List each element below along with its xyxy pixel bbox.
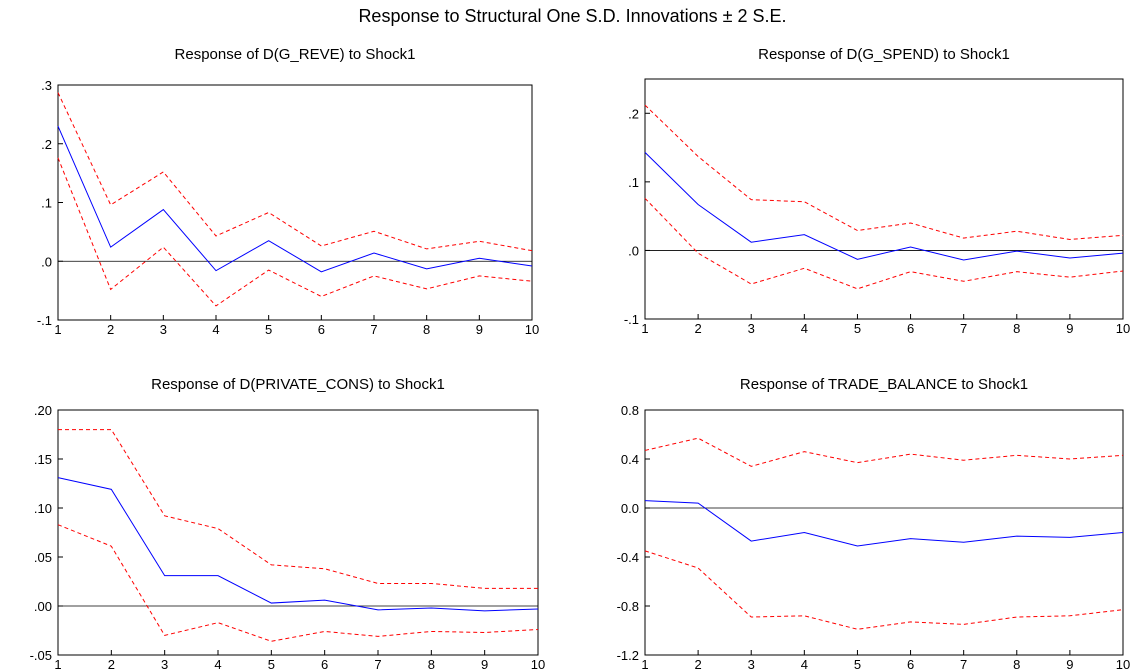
x-tick-label: 8	[1013, 321, 1020, 336]
response-line	[644, 152, 1124, 261]
x-tick-label: 6	[907, 657, 914, 672]
chart-panel-g-reve: -.1 .0 .1 .2 .3 1 2 3 4 5 6 7 8 9 10	[37, 78, 539, 337]
x-tick-label: 4	[214, 657, 221, 672]
lower-band-line	[57, 524, 539, 642]
y-tick-label: 0.0	[621, 501, 639, 516]
plot-frame	[644, 409, 1124, 656]
y-tick-label: 0.4	[621, 452, 639, 467]
panel-title-g-spend: Response of D(G_SPEND) to Shock1	[758, 46, 1010, 63]
x-tick-label: 9	[1066, 657, 1073, 672]
x-tick-label: 8	[1013, 657, 1020, 672]
x-tick-label: 10	[525, 322, 539, 337]
y-tick-label: 0.8	[621, 403, 639, 418]
y-tick-label: -0.4	[617, 550, 639, 565]
y-tick-label: -0.8	[617, 599, 639, 614]
y-tick-label: .2	[628, 106, 639, 121]
y-tick-label: -.1	[37, 313, 52, 328]
y-tick-label: .3	[41, 78, 52, 93]
x-tick-label: 3	[748, 657, 755, 672]
upper-band-line	[58, 429, 538, 589]
chart-panel-trade-balance: -1.2 -0.8 -0.4 0.0 0.4 0.8 1 2 3 4 5 6 7 8 9 10	[617, 403, 1131, 672]
y-tick-label: -1.2	[617, 648, 639, 663]
x-tick-label: 10	[531, 657, 545, 672]
y-tick-label: .20	[34, 403, 52, 418]
upper-band-line	[644, 104, 1124, 240]
x-tick-label: 4	[212, 322, 219, 337]
y-tick-label: .1	[628, 175, 639, 190]
response-line	[644, 500, 1124, 547]
x-tick-label: 1	[54, 657, 61, 672]
x-tick-label: 7	[960, 657, 967, 672]
response-line	[57, 477, 539, 612]
chart-panel-private-cons: -.05 .00 .05 .10 .15 .20 1 2 3 4 5 6 7 8 9 10	[30, 403, 546, 672]
x-tick-label: 3	[161, 657, 168, 672]
figure-title: Response to Structural One S.D. Innovati…	[358, 6, 787, 26]
plot-frame	[57, 409, 539, 656]
x-tick-label: 6	[907, 321, 914, 336]
response-line	[57, 125, 533, 273]
panel-title-private-cons: Response of D(PRIVATE_CONS) to Shock1	[151, 376, 445, 393]
plot-frame	[57, 84, 533, 321]
x-tick-label: 2	[694, 657, 701, 672]
y-tick-label: .0	[628, 243, 639, 258]
x-tick-label: 10	[1116, 657, 1130, 672]
lower-band-line	[644, 550, 1124, 630]
x-tick-label: 3	[748, 321, 755, 336]
x-tick-label: 6	[321, 657, 328, 672]
upper-band-line	[57, 92, 533, 252]
plot-frame	[644, 78, 1124, 320]
y-tick-label: .0	[41, 254, 52, 269]
x-tick-label: 7	[960, 321, 967, 336]
y-tick-label: .15	[34, 452, 52, 467]
x-tick-label: 2	[694, 321, 701, 336]
y-tick-label: .2	[41, 137, 52, 152]
x-tick-label: 8	[428, 657, 435, 672]
y-tick-label: .05	[34, 550, 52, 565]
y-tick-label: -.1	[624, 312, 639, 327]
x-tick-label: 1	[54, 322, 61, 337]
x-tick-label: 2	[107, 322, 114, 337]
x-tick-label: 7	[370, 322, 377, 337]
y-tick-label: .1	[41, 196, 52, 211]
x-tick-label: 9	[1066, 321, 1073, 336]
x-tick-label: 4	[801, 657, 808, 672]
y-tick-label: .00	[34, 599, 52, 614]
upper-band-line	[644, 437, 1124, 467]
x-tick-label: 1	[641, 657, 648, 672]
chart-panel-g-spend: -.1 .0 .1 .2 1 2 3 4 5 6 7 8 9 10	[624, 78, 1130, 336]
x-tick-label: 2	[108, 657, 115, 672]
x-tick-label: 5	[265, 322, 272, 337]
panel-title-trade-balance: Response of TRADE_BALANCE to Shock1	[739, 376, 1029, 393]
y-tick-label: .10	[34, 501, 52, 516]
y-tick-label: -.05	[30, 648, 52, 663]
x-tick-label: 4	[801, 321, 808, 336]
x-tick-label: 7	[374, 657, 381, 672]
x-tick-label: 1	[641, 321, 648, 336]
x-tick-label: 10	[1116, 321, 1130, 336]
x-tick-label: 8	[423, 322, 430, 337]
x-tick-label: 5	[854, 657, 861, 672]
lower-band-line	[644, 197, 1124, 290]
panel-title-g-reve: Response of D(G_REVE) to Shock1	[174, 46, 416, 63]
x-tick-label: 6	[318, 322, 325, 337]
x-tick-label: 9	[481, 657, 488, 672]
lower-band-line	[57, 157, 533, 307]
x-tick-label: 5	[268, 657, 275, 672]
x-tick-label: 3	[160, 322, 167, 337]
x-tick-label: 9	[476, 322, 483, 337]
x-tick-label: 5	[854, 321, 861, 336]
